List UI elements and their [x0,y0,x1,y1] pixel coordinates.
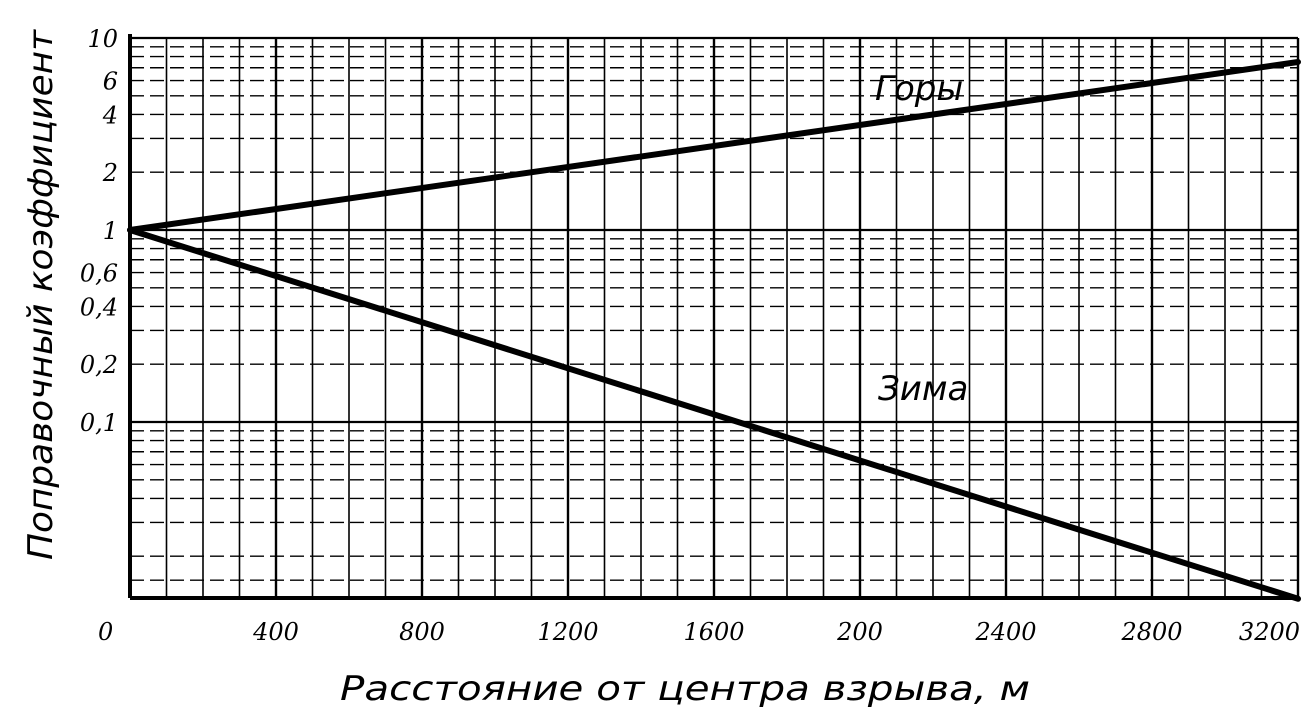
x-tick-label: 800 [399,618,445,646]
x-tick-label: 2400 [974,618,1036,646]
y-tick-label: 6 [103,68,118,96]
grid [128,34,1300,600]
series-label-zima: Зима [878,369,968,409]
x-tick-label: 2800 [1120,618,1182,646]
x-tick-label: 3200 [1239,618,1300,646]
series-label-gory: Горы [875,69,963,109]
series-lines [127,58,1301,602]
series-line-gory [127,58,1301,233]
y-tick-label: 0,2 [80,351,118,379]
x-tick-label: 1200 [537,618,598,646]
x-tick-label: 0 [98,618,113,646]
x-axis-label: Расстояние от центра взрыва, м [340,669,1030,709]
x-tick-label: 400 [252,618,299,646]
tick-labels: 0 400 800 1200 1600 200 2400 2800 3200 10 6 4 2 1 0,6 0… [80,25,1300,646]
x-tick-label: 1600 [683,618,744,646]
x-tick-label: 200 [836,618,883,646]
y-tick-label: 0,4 [80,293,118,321]
y-tick-label: 10 [87,25,118,53]
y-tick-label: 0,1 [80,409,118,437]
y-tick-label: 1 [103,217,118,245]
y-axis-label: Поправочный коэффициент [21,29,61,560]
series-line-zima [127,227,1301,602]
y-tick-label: 0,6 [80,260,118,288]
y-tick-label: 4 [102,101,118,129]
y-tick-label: 2 [102,159,118,187]
